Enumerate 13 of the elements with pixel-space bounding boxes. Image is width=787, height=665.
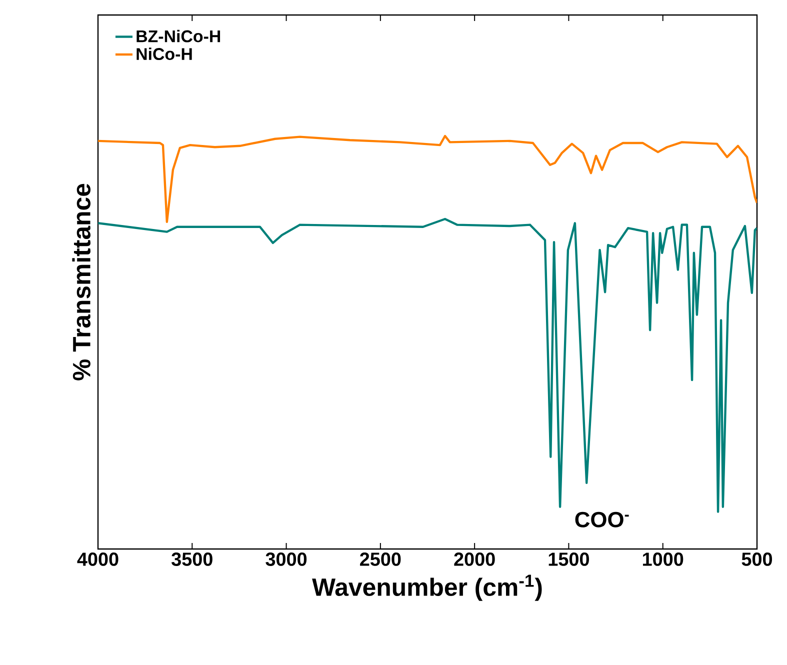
annotation: COO$^{-}$ — [575, 512, 629, 528]
x-tick-label: 3500 — [172, 552, 212, 566]
x-tick-label: 1000 — [642, 552, 684, 566]
legend-label: BZ-NiCo-H — [136, 30, 220, 42]
x-tick-label: 4000 — [77, 552, 118, 566]
y-axis-title: % Transmittance — [72, 184, 90, 380]
x-tick-label: 2000 — [454, 552, 495, 566]
x-tick-label: 500 — [742, 552, 772, 566]
legend-label: NiCo-H — [136, 48, 192, 60]
x-axis-title: Wavenumber (cm$^{-1}$) — [312, 574, 542, 601]
x-tick-label: 2500 — [360, 552, 401, 566]
x-tick-label: 3000 — [266, 552, 307, 566]
x-tick-label: 1500 — [548, 552, 589, 566]
